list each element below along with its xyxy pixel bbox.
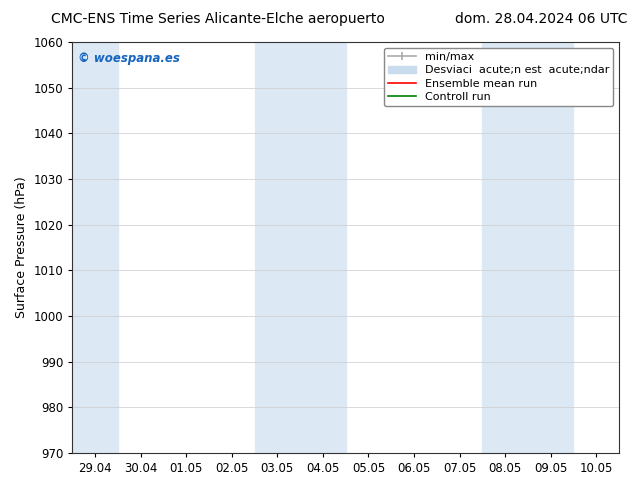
Legend: min/max, Desviaci  acute;n est  acute;ndar, Ensemble mean run, Controll run: min/max, Desviaci acute;n est acute;ndar… (384, 48, 614, 106)
Bar (72, 42, 118, 453)
Text: © woespana.es: © woespana.es (78, 52, 179, 65)
Y-axis label: Surface Pressure (hPa): Surface Pressure (hPa) (15, 176, 28, 318)
Bar (482, 42, 573, 453)
Bar (255, 42, 346, 453)
Text: CMC-ENS Time Series Alicante-Elche aeropuerto: CMC-ENS Time Series Alicante-Elche aerop… (51, 12, 385, 26)
Text: dom. 28.04.2024 06 UTC: dom. 28.04.2024 06 UTC (455, 12, 628, 26)
